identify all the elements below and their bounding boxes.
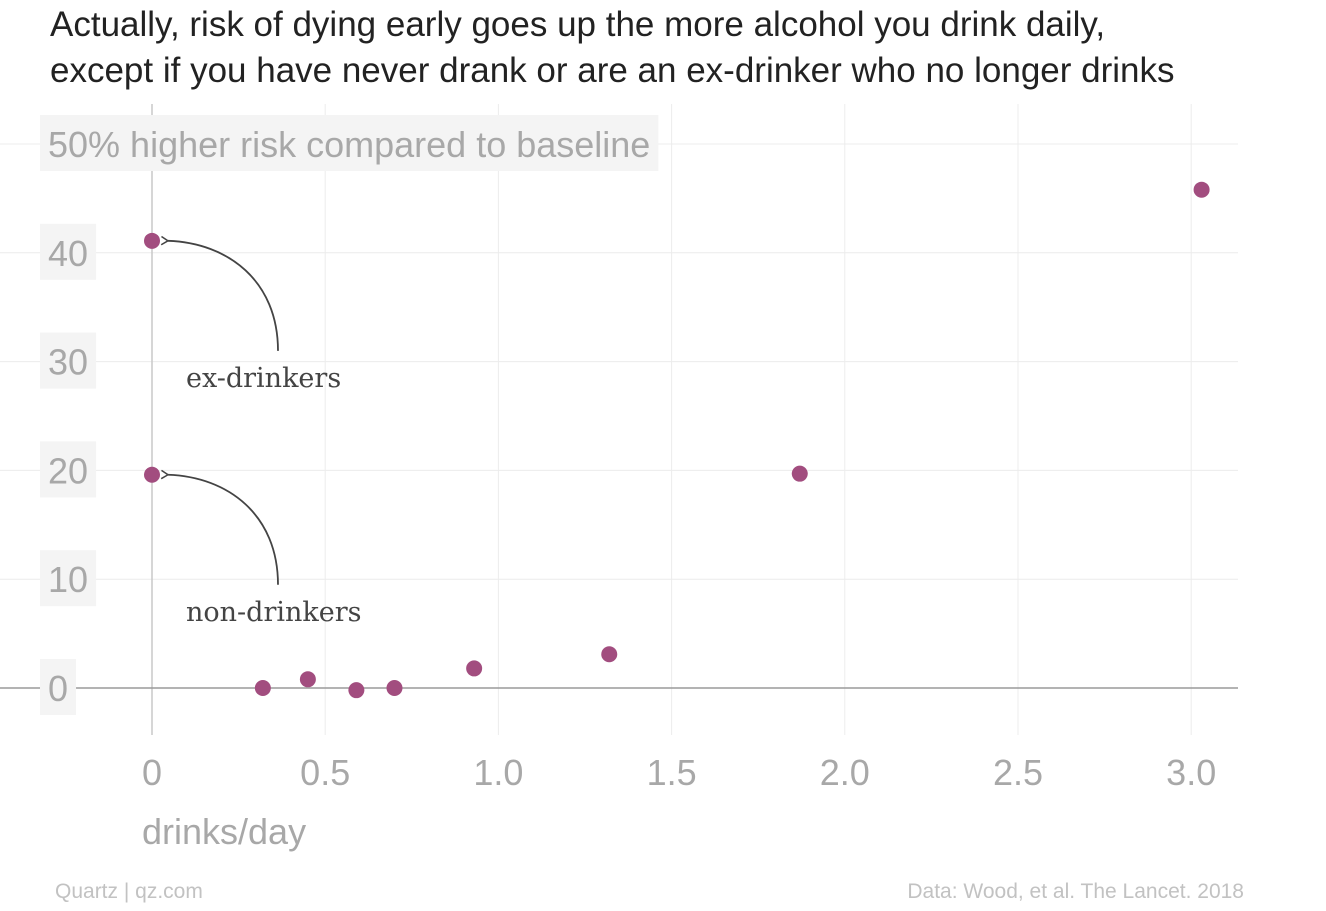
y-tick-label: 20 [48, 450, 88, 491]
y-tick-label-bg [40, 115, 659, 171]
y-tick: 10 [40, 550, 97, 607]
x-tick-label: 2.5 [993, 752, 1043, 793]
annotations: ex-drinkers non-drinkers [160, 235, 361, 628]
x-tick-label: 1.0 [473, 752, 523, 793]
axes: 0 10 20 30 40 50% higher risk compared to bas… [0, 104, 1238, 852]
y-tick-label: 40 [48, 233, 88, 274]
y-tick: 40 [40, 223, 97, 280]
annotation-label: non-drinkers [186, 597, 361, 628]
y-tick-label: 0 [48, 668, 68, 709]
data-point [348, 682, 365, 699]
y-tick-label-bg [40, 223, 97, 280]
y-tick-label-bg [40, 659, 77, 715]
y-tick: 50% higher risk compared to baseline [40, 115, 659, 171]
x-axis-title: drinks/day [142, 811, 306, 852]
annotation-label: ex-drinkers [186, 363, 341, 394]
y-tick: 0 [40, 659, 77, 715]
x-tick-label: 0 [142, 752, 162, 793]
chart-title-line-2: except if you have never drank or are an… [50, 51, 1175, 90]
chart-title-line-1: Actually, risk of dying early goes up th… [50, 5, 1106, 44]
annotation: ex-drinkers [160, 235, 341, 394]
data-point [1193, 181, 1210, 198]
gridlines [0, 104, 1238, 735]
y-tick-label-bg [40, 332, 97, 389]
data-point [299, 671, 316, 688]
data-point [791, 465, 808, 482]
x-tick-label: 2.0 [820, 752, 870, 793]
data-point [144, 232, 160, 249]
data-point [601, 646, 618, 663]
y-tick-label: 50% higher risk compared to baseline [48, 124, 650, 165]
y-tick-label: 10 [48, 559, 88, 600]
x-tick-label: 1.5 [647, 752, 697, 793]
annotation-arrow [160, 235, 279, 351]
footer-data-source: Data: Wood, et al. The Lancet. 2018 [907, 880, 1244, 903]
y-tick-label-bg [40, 441, 97, 498]
data-point [144, 466, 160, 483]
x-tick-label: 3.0 [1166, 752, 1216, 793]
data-point [254, 680, 271, 696]
data-point [386, 680, 403, 696]
footer-credit: Quartz | qz.com [55, 880, 203, 903]
annotation-arrow [160, 469, 279, 585]
annotation: non-drinkers [160, 469, 361, 628]
data-point [466, 660, 483, 677]
y-tick: 20 [40, 441, 97, 498]
y-tick-label-bg [40, 550, 97, 607]
y-tick-label: 30 [48, 342, 88, 383]
data-points [144, 181, 1210, 699]
chart-title: Actually, risk of dying early goes up th… [50, 2, 1320, 94]
x-tick-label: 0.5 [300, 752, 350, 793]
y-tick: 30 [40, 332, 97, 389]
